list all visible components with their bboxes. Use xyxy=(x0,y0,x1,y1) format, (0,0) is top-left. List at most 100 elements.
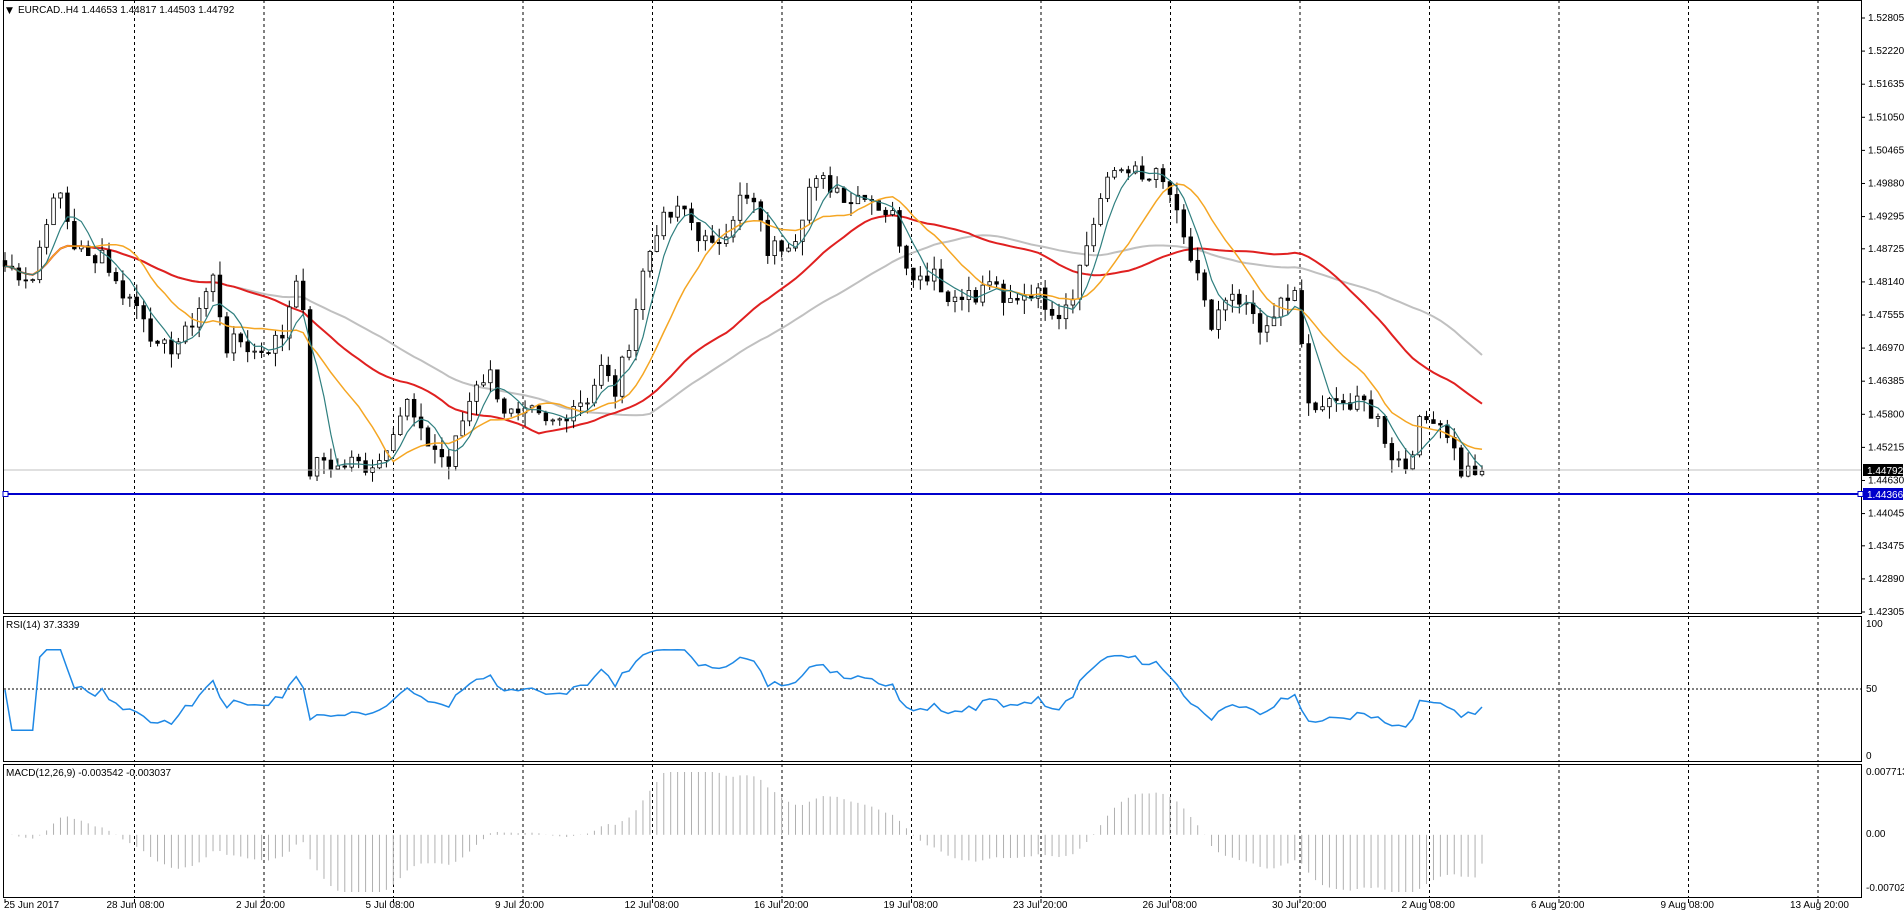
price-tick-label: 1.49295 xyxy=(1868,212,1904,223)
candle-body xyxy=(196,307,202,328)
candle-body xyxy=(224,316,230,354)
macd-header: MACD(12,26,9) -0.003542 -0.003037 xyxy=(6,768,172,779)
candle-body xyxy=(120,280,126,299)
time-axis: 25 Jun 2017 28 Jun 08:00 2 Jul 20:00 5 Jul … xyxy=(4,899,1849,911)
candle-body xyxy=(1306,343,1311,404)
candle-body xyxy=(1285,297,1291,301)
candle-body xyxy=(30,279,35,282)
price-tick-label: 1.51050 xyxy=(1868,112,1904,123)
candle-body xyxy=(1341,400,1346,404)
candle-body xyxy=(751,197,757,203)
rsi-tick-50: 50 xyxy=(1866,684,1878,695)
candle-body xyxy=(509,408,514,414)
candle-body xyxy=(1334,398,1339,401)
candle-body xyxy=(162,339,167,344)
candle-body xyxy=(106,249,112,273)
candle-body xyxy=(404,398,410,417)
time-label: 28 Jun 08:00 xyxy=(107,900,165,911)
macd-tick-zero: 0.00 xyxy=(1866,829,1886,840)
candle-body xyxy=(647,250,653,272)
price-axis: 1.52805 1.52220 1.51635 1.51050 1.50465 1.498… xyxy=(1861,13,1904,618)
price-tick-label: 1.44630 xyxy=(1868,475,1904,486)
candle-body xyxy=(772,240,777,256)
price-tick-label: 1.52805 xyxy=(1868,13,1904,24)
rsi-header: RSI(14) 37.3339 xyxy=(6,620,80,631)
price-tick-label: 1.46385 xyxy=(1868,376,1904,387)
candle-body xyxy=(717,241,722,244)
candle-body xyxy=(300,280,306,311)
candle-body xyxy=(495,369,500,400)
candle-body xyxy=(1133,165,1138,174)
ma-fast-path xyxy=(4,170,1483,468)
price-tick-label: 1.47555 xyxy=(1868,310,1904,321)
ma-long-line xyxy=(4,234,1483,417)
candle-body xyxy=(640,270,646,310)
price-tick-label: 1.50465 xyxy=(1868,145,1904,156)
candle-body xyxy=(1084,245,1089,266)
candle-body xyxy=(1313,402,1318,411)
candle-body xyxy=(1091,223,1096,247)
time-label: 5 Jul 08:00 xyxy=(366,900,415,911)
candle-body xyxy=(1382,416,1388,444)
candle-body xyxy=(1479,470,1485,476)
candle-body xyxy=(58,192,63,199)
candle-body xyxy=(51,197,56,226)
candle-body xyxy=(1126,169,1131,174)
time-label: 2 Aug 08:00 xyxy=(1402,900,1456,911)
candle-body xyxy=(231,333,237,354)
candle-body xyxy=(474,384,479,402)
candle-body xyxy=(245,341,250,353)
candle-body xyxy=(945,291,951,302)
candle-body xyxy=(335,465,341,470)
price-tick-label: 1.49880 xyxy=(1868,178,1904,189)
candle-body xyxy=(1438,423,1443,426)
current-price-tag: 1.44792 xyxy=(1867,466,1904,477)
candle-body xyxy=(92,255,98,264)
candle-body xyxy=(328,459,334,470)
candle-body xyxy=(2,260,8,267)
price-tick-label: 1.48140 xyxy=(1868,277,1904,288)
candle-body xyxy=(987,281,992,286)
macd-panel-frame xyxy=(3,764,1862,898)
candle-body xyxy=(1403,458,1408,470)
candle-body xyxy=(765,219,770,256)
candle-body xyxy=(467,400,472,422)
candle-body xyxy=(1458,447,1464,477)
candle-body xyxy=(99,249,105,264)
symbol-dropdown-icon[interactable]: ▼ xyxy=(6,6,13,16)
price-tick-label: 1.48725 xyxy=(1868,244,1904,255)
candle-body xyxy=(391,434,396,452)
time-label: 26 Jul 08:00 xyxy=(1143,900,1198,911)
candle-body xyxy=(481,382,486,386)
support-line-handle-right[interactable] xyxy=(1857,491,1864,497)
price-tick-label: 1.51635 xyxy=(1868,79,1904,90)
time-label: 2 Jul 20:00 xyxy=(236,900,285,911)
candle-body xyxy=(1077,264,1083,300)
candle-body xyxy=(1465,465,1471,477)
candle-body xyxy=(821,175,826,180)
macd-tick-bottom: -0.007025 xyxy=(1866,883,1904,894)
candle-body xyxy=(876,200,881,211)
candle-body xyxy=(273,334,278,354)
support-line-handle-left[interactable] xyxy=(2,491,9,497)
current-price-tag-bg xyxy=(1863,464,1903,476)
candle-body xyxy=(72,221,77,250)
candle-body xyxy=(266,352,271,354)
candle-body xyxy=(654,235,660,252)
candle-body xyxy=(980,284,985,303)
candle-body xyxy=(1445,424,1450,438)
candle-body xyxy=(439,449,445,458)
candle-body xyxy=(1354,395,1360,410)
candle-body xyxy=(661,211,666,237)
candle-body xyxy=(807,186,812,221)
price-tick-label: 1.52220 xyxy=(1868,46,1904,57)
candle-body xyxy=(758,201,764,221)
vertical-grid xyxy=(134,0,1819,898)
candle-body xyxy=(827,175,833,193)
candle-body xyxy=(1299,290,1304,345)
candle-body xyxy=(1001,283,1006,303)
candle-body xyxy=(1348,402,1353,410)
candle-body xyxy=(446,456,451,467)
candle-body xyxy=(259,350,264,353)
